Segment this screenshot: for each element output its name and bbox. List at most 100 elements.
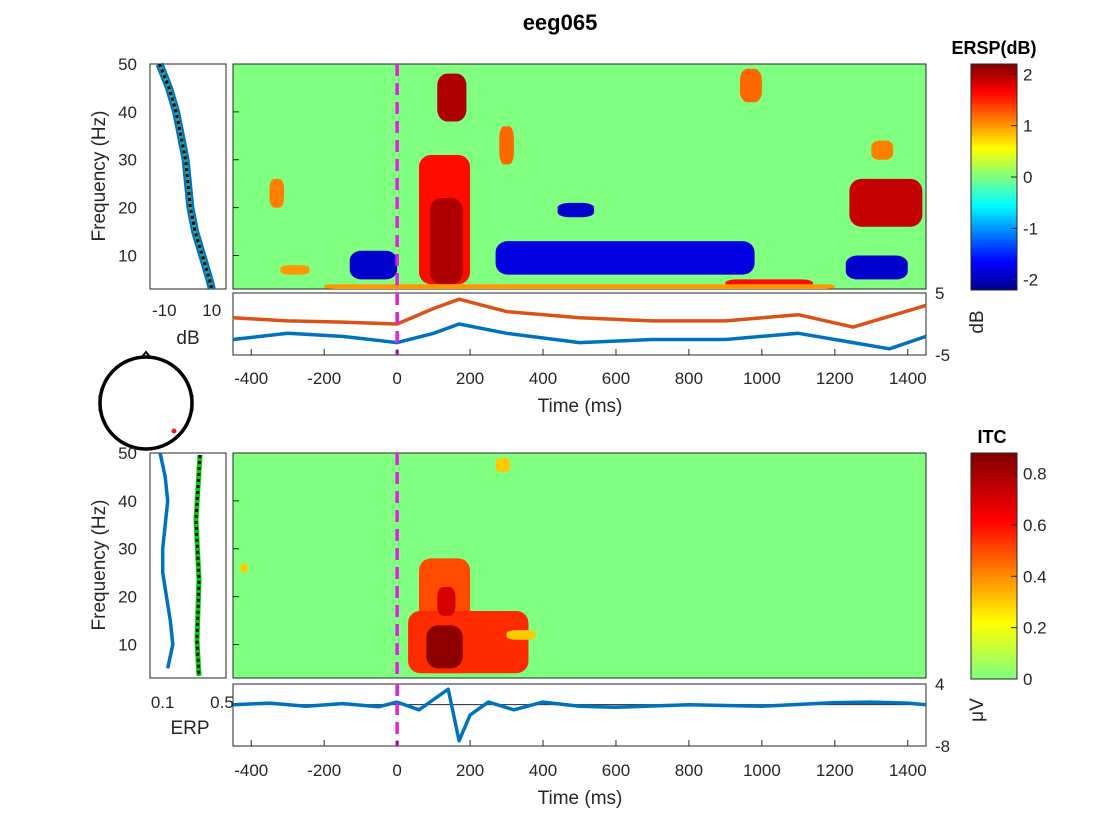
colorbar-tick-label: 2 — [1023, 65, 1032, 84]
itc-xlabel: Time (ms) — [538, 788, 623, 809]
envelope-y-ticks: 5 -5 — [920, 284, 950, 365]
envelope-y-tick-label: 5 — [935, 284, 944, 303]
spectrum-baseline-curve — [158, 63, 214, 290]
ersp-y-ticks: 50 40 30 20 10 — [118, 55, 239, 265]
x-tick-label: -400 — [234, 369, 268, 388]
x-tick-label: 200 — [456, 761, 484, 780]
erp-side-x-tick-label: 0.1 — [151, 693, 175, 712]
ersp-colorbar-title: ERSP(dB) — [952, 38, 1037, 58]
x-tick-label: 0 — [392, 369, 401, 388]
y-tick-label: 40 — [118, 492, 137, 511]
itc-colorbar-ticks: 0.8 0.6 0.4 0.2 0 — [1011, 465, 1047, 689]
x-tick-label: 800 — [675, 761, 703, 780]
envelope-curve-min — [232, 322, 927, 351]
nose-mark — [140, 350, 152, 359]
ersp-envelope-panel — [232, 292, 927, 356]
envelope-curve-max — [232, 297, 927, 329]
ersp-x-ticks: -400 -200 0 200 400 600 800 1000 1200 1400 — [234, 349, 927, 388]
spectrum-x-tick-label: -10 — [152, 301, 177, 320]
x-tick-label: 1400 — [889, 761, 927, 780]
ersp-heatmap — [232, 63, 927, 290]
erp-trace-y-tick-label: 4 — [935, 675, 944, 694]
erp-trace-ylabel: μV — [967, 698, 988, 722]
itc-heatmap-background — [232, 452, 927, 679]
erp-side-curves — [158, 452, 203, 677]
y-tick-label: 10 — [118, 635, 137, 654]
erp-trace-line — [232, 687, 927, 743]
ersp-colorbar — [970, 63, 1018, 291]
x-tick-label: 200 — [456, 369, 484, 388]
x-tick-label: 600 — [602, 761, 630, 780]
x-tick-label: 400 — [529, 369, 557, 388]
heatmap-region — [408, 610, 529, 674]
x-tick-label: 1400 — [889, 369, 927, 388]
erp-trace-curve — [232, 687, 927, 743]
colorbar-tick-label: 1 — [1023, 117, 1032, 136]
x-tick-label: 600 — [602, 369, 630, 388]
heatmap-region — [506, 630, 536, 640]
x-tick-label: 0 — [392, 761, 401, 780]
heatmap-region — [324, 284, 835, 289]
figure-title: eeg065 — [523, 10, 598, 35]
colorbar-tick-label: 0.6 — [1023, 516, 1047, 535]
colorbar-tick-label: -1 — [1023, 219, 1038, 238]
erp-side-xlabel: ERP — [170, 718, 209, 739]
heatmap-region — [845, 255, 908, 280]
heatmap-region — [739, 68, 762, 103]
spectrum-x-ticks: -10 10 — [152, 301, 221, 320]
heatmap-region — [495, 457, 511, 473]
spectrum-curves — [155, 62, 216, 290]
colorbar-tick-label: 0 — [1023, 168, 1032, 187]
heatmap-region — [429, 198, 463, 285]
itc-erp-panel — [149, 452, 227, 679]
envelope-curves — [232, 297, 927, 351]
ersp-colorbar-ticks: 2 1 0 -1 -2 — [1011, 65, 1038, 290]
y-tick-label: 50 — [118, 444, 137, 463]
heatmap-region — [849, 178, 923, 227]
x-tick-label: -200 — [307, 369, 341, 388]
erp-trace-y-tick-label: -8 — [935, 737, 950, 756]
heatmap-region — [557, 202, 595, 218]
y-tick-label: 10 — [118, 246, 137, 265]
electrode-dot — [171, 428, 177, 434]
x-tick-label: 1000 — [743, 761, 781, 780]
ersp-significant-regions — [269, 68, 923, 289]
heatmap-region — [495, 241, 755, 275]
heatmap-region — [240, 563, 248, 573]
erp-trace-y-ticks: 4 -8 — [920, 675, 950, 756]
colorbar-tick-label: 0.4 — [1023, 567, 1047, 586]
y-tick-label: 20 — [118, 199, 137, 218]
x-tick-label: 400 — [529, 761, 557, 780]
y-tick-label: 20 — [118, 588, 137, 607]
heatmap-region — [280, 265, 310, 275]
spectrum-x-tick-label: 10 — [202, 301, 221, 320]
itc-significant-regions — [240, 457, 536, 674]
y-tick-label: 40 — [118, 103, 137, 122]
x-tick-label: 800 — [675, 369, 703, 388]
x-tick-label: 1200 — [816, 761, 854, 780]
envelope-axes — [232, 292, 927, 356]
x-tick-label: -200 — [307, 761, 341, 780]
erp-side-threshold-dash — [194, 454, 202, 677]
erp-side-x-tick-label: 0.5 — [210, 693, 234, 712]
colorbar-tick-label: 0.2 — [1023, 619, 1047, 638]
erp-side-curve — [158, 452, 175, 669]
envelope-y-tick-label: -5 — [935, 346, 950, 365]
colorbar-tick-label: -2 — [1023, 271, 1038, 290]
ersp-spectrum-panel — [149, 62, 227, 290]
heatmap-region — [499, 126, 514, 165]
heatmap-region — [871, 140, 894, 160]
itc-colorbar — [970, 452, 1018, 680]
y-tick-label: 30 — [118, 540, 137, 559]
erp-trace-axes — [232, 683, 927, 747]
ersp-ylabel: Frequency (Hz) — [89, 111, 110, 242]
heatmap-region — [349, 250, 398, 280]
spectrum-xlabel: dB — [176, 328, 199, 349]
heatmap-region — [269, 178, 285, 208]
erp-side-x-ticks: 0.1 0.5 — [151, 693, 234, 712]
heatmap-region — [437, 73, 467, 122]
itc-y-ticks: 50 40 30 20 10 — [118, 444, 239, 654]
colorbar-tick-label: 0.8 — [1023, 465, 1047, 484]
envelope-ylabel: dB — [967, 310, 988, 333]
